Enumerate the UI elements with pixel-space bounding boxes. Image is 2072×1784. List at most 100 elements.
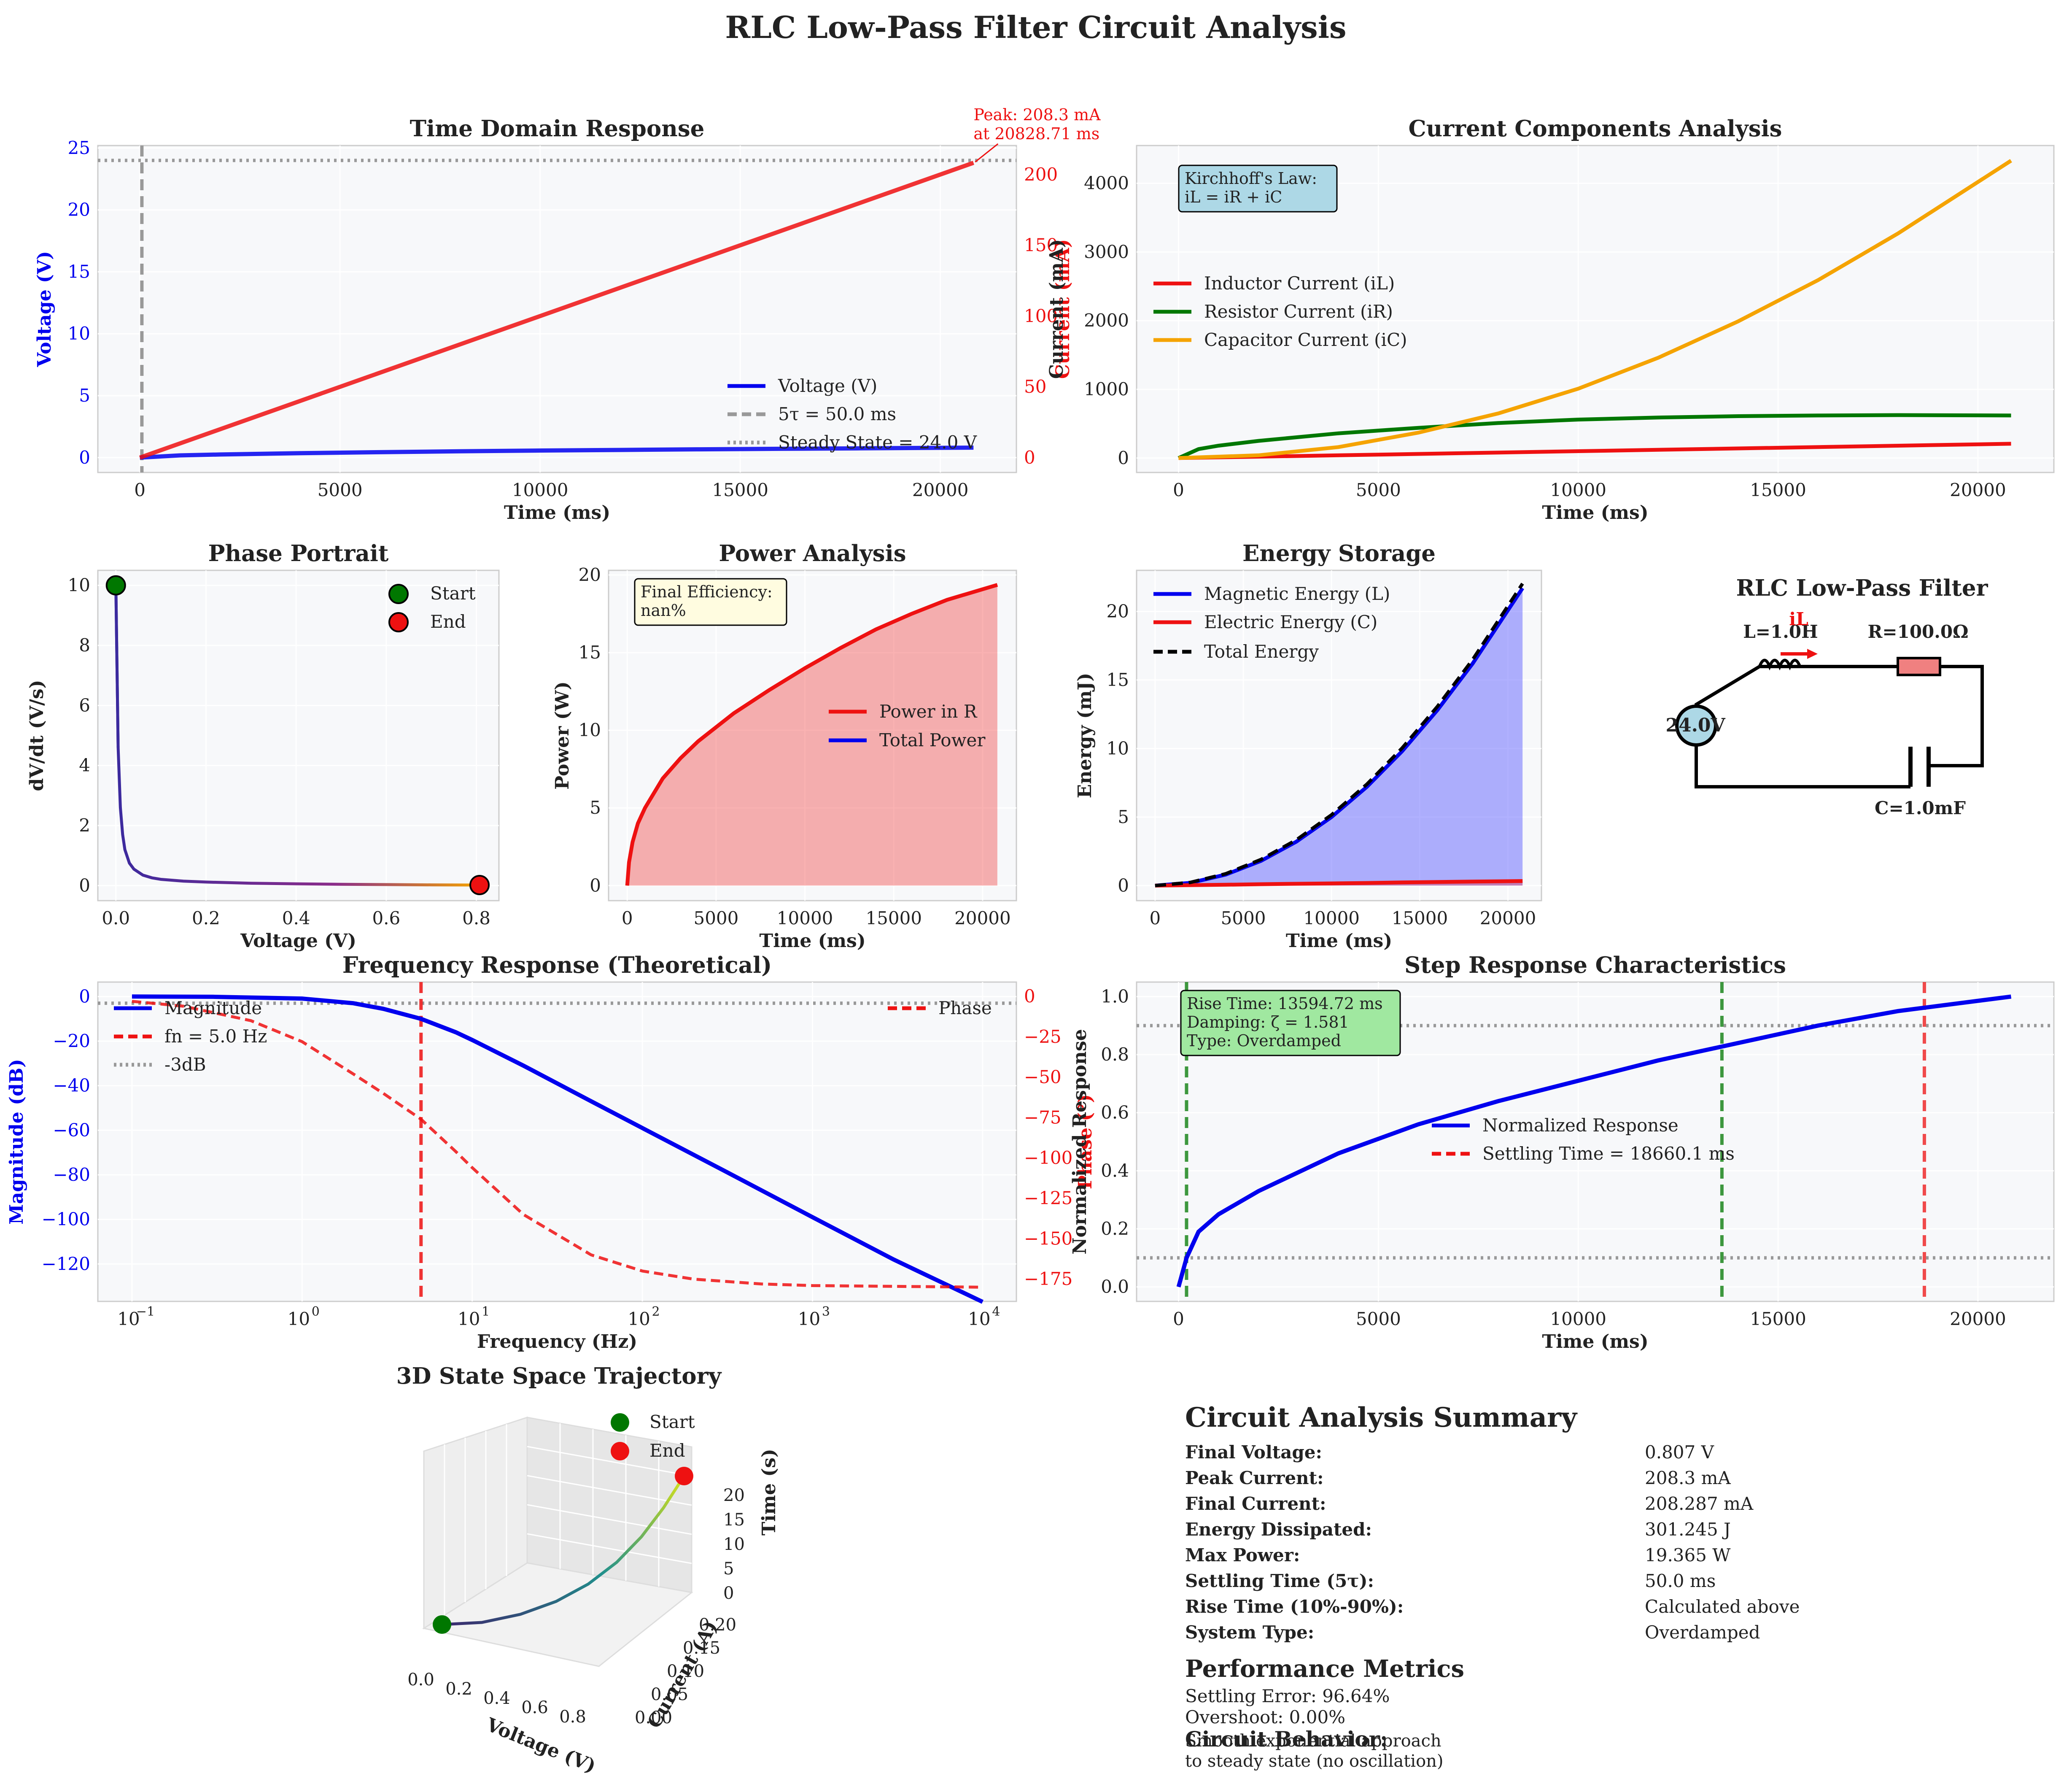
summary-value: 208.287 mA [1645, 1493, 1754, 1514]
y-tick-label: 20 [579, 564, 601, 585]
legend-start-3d-label: Start [649, 1412, 695, 1432]
x-tick-label: 15000 [712, 480, 768, 500]
current-label: iL [1789, 609, 1808, 629]
step-info-line: Damping: ζ = 1.581 [1187, 1013, 1349, 1031]
x-tick-label: 10000 [777, 908, 833, 928]
x-axis-label: Voltage (V) [240, 930, 356, 952]
x-tick-label: 5000 [693, 908, 738, 928]
legend-item-label: fn = 5.0 Hz [164, 1026, 267, 1047]
metrics-title: Performance Metrics [1185, 1655, 1464, 1683]
x-tick-label: 20000 [1950, 480, 2006, 500]
y-tick-label: 0.2 [1101, 1218, 1129, 1239]
x-tick-label: 10 [288, 1309, 310, 1329]
y-tick-label: 0 [79, 875, 90, 896]
legend-item-label: Inductor Current (iL) [1204, 273, 1395, 294]
legend-end-3d [611, 1442, 629, 1460]
legend-end-marker [388, 612, 409, 632]
legend-end-label: End [430, 611, 466, 632]
start-marker-3d [433, 1615, 451, 1634]
y-axis-label: Voltage (V) [34, 251, 55, 367]
y2-tick-label: −125 [1024, 1188, 1072, 1209]
y-tick-label: 0 [1118, 448, 1129, 468]
metric-0: Settling Error: 96.64% [1185, 1686, 1390, 1706]
legend-item-label: Resistor Current (iR) [1204, 301, 1393, 322]
phase-portrait-panel: Phase Portrait 0.0 0.2 0.4 0.6 0.8 0 2 4 6 8 10 Volt… [26, 540, 500, 952]
z-tick-label-3d: 15 [723, 1510, 745, 1530]
behavior-text-1: to steady state (no oscillation) [1185, 1752, 1444, 1771]
x-tick-label: 5000 [1356, 1309, 1401, 1329]
summary-label: Peak Current: [1185, 1468, 1324, 1488]
power-line [625, 583, 998, 886]
y-tick-label-3d: 0.10 [667, 1662, 704, 1681]
x-tick-label: 15000 [865, 908, 922, 928]
phase-line [132, 1000, 983, 1289]
x-tick-exponent: 1 [482, 1304, 490, 1319]
panel-title: Step Response Characteristics [1404, 952, 1786, 978]
x-tick-label: 20000 [1950, 1309, 2006, 1329]
plot-area [608, 569, 1017, 901]
y-tick-label-3d: 0.20 [699, 1615, 736, 1635]
step-info-line: Type: Overdamped [1187, 1031, 1341, 1050]
y-tick-label: 1.0 [1101, 986, 1129, 1007]
y2-axis-label: Current (mA) [1052, 239, 1074, 379]
y-axis-label: Power (W) [552, 681, 573, 790]
y2-tick-label: 0 [1024, 986, 1035, 1007]
normalized-response-line [1176, 994, 2012, 1287]
legend-start-label: Start [430, 583, 476, 604]
series-line [1178, 442, 2011, 460]
start-marker [105, 575, 126, 596]
behavior-text-0: Smooth exponential approach [1185, 1731, 1442, 1751]
trajectory-3d [442, 1475, 685, 1626]
capacitor-label: C=1.0mF [1875, 798, 1966, 818]
summary-label: Final Voltage: [1185, 1442, 1322, 1463]
y-axis-label: Magnitude (dB) [6, 1059, 27, 1225]
state-space-title: 3D State Space Trajectory [396, 1363, 722, 1389]
x-tick-label: 20000 [954, 908, 1011, 928]
x-tick-label: 10 [628, 1309, 650, 1329]
y2-axis-label: Phase (°) [1075, 1094, 1096, 1189]
summary-label: Max Power: [1185, 1545, 1300, 1565]
x-tick-label: 0 [1173, 480, 1184, 500]
y-tick-label: −20 [53, 1031, 90, 1051]
y-tick-label: 3000 [1084, 241, 1129, 262]
legend-item-label: Magnitude [164, 998, 262, 1018]
y-tick-label: 0.6 [1101, 1102, 1129, 1123]
figure-title: RLC Low-Pass Filter Circuit Analysis [725, 9, 1346, 45]
y-tick-label: 0 [79, 986, 90, 1007]
y-tick-label: 5 [590, 797, 601, 818]
plot-area [97, 981, 1017, 1302]
phase-trajectory-start [114, 585, 120, 748]
y-tick-label: 0.0 [1101, 1277, 1129, 1297]
legend-item-label: Steady State = 24.0 V [778, 432, 977, 453]
summary-value: 19.365 W [1645, 1545, 1731, 1565]
x-tick-label: 0.8 [462, 908, 490, 928]
panel-title: Phase Portrait [208, 540, 389, 567]
circuit-title: RLC Low-Pass Filter [1736, 575, 1988, 601]
zlabel-3d: Time (s) [758, 1449, 780, 1536]
legend-item-label: Total Power [879, 730, 986, 750]
y-tick-label: 4 [79, 755, 90, 776]
z-tick-label-3d: 20 [723, 1486, 745, 1505]
x-tick-label: 5000 [1221, 908, 1266, 928]
legend-start-3d [611, 1413, 629, 1432]
legend-item-label: Power in R [879, 701, 978, 722]
step-info-box [1180, 990, 1401, 1056]
x-axis-label: Time (ms) [759, 930, 865, 952]
y-tick-label: −40 [53, 1075, 90, 1096]
total-energy-line [1155, 583, 1524, 888]
efficiency-line: nan% [641, 601, 686, 620]
y-tick-label: −80 [53, 1164, 90, 1185]
x-tick-label: 0.2 [192, 908, 220, 928]
pane-floor [422, 1562, 693, 1667]
y-tick-label: 2 [79, 815, 90, 836]
legend-item-label: Normalized Response [1482, 1115, 1679, 1136]
x-tick-label: 0 [622, 908, 633, 928]
end-marker [469, 874, 490, 895]
legend-item-label: Phase [938, 998, 992, 1018]
x-tick-label: 5000 [318, 480, 363, 500]
behavior-title: Circuit Behavior: [1185, 1727, 1388, 1752]
y2-tick-label: 150 [1024, 235, 1058, 256]
y2-tick-label: −175 [1024, 1269, 1072, 1289]
y-tick-label: 20 [68, 200, 90, 220]
x-tick-label: 0 [1150, 908, 1161, 928]
